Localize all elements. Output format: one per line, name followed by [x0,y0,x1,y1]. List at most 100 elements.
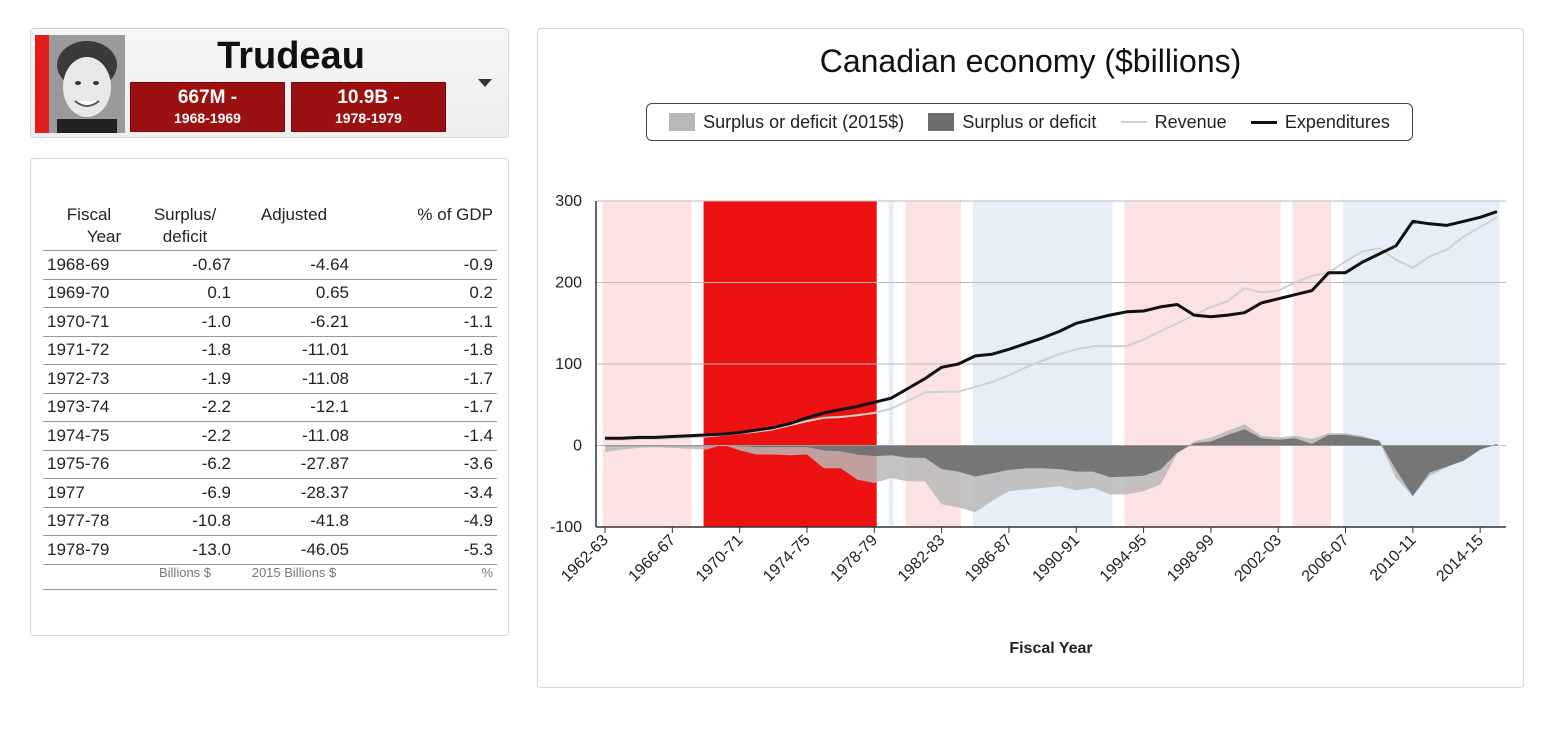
cell-surplus: -1.8 [135,335,235,365]
x-tick-label: 2014-15 [1433,532,1487,586]
cell-gdp: -1.8 [353,335,497,365]
table-row: 1974-75 -2.2 -11.08 -1.4 [43,421,497,450]
col-header-surplus: Surplus/ deficit [135,204,235,251]
units-cell: 2015 Billions $ [235,563,353,590]
x-tick-label: 1982-83 [895,532,949,586]
cell-year: 1968-69 [43,250,135,279]
y-tick-label: 200 [555,275,582,292]
y-tick-label: -100 [550,519,582,536]
cell-gdp: 0.2 [353,278,497,308]
leader-select-dropdown-icon[interactable] [473,73,497,93]
cell-gdp: -3.4 [353,478,497,507]
cell-surplus: -2.2 [135,392,235,422]
header-text: Fiscal [66,205,112,224]
cell-adjusted: -6.21 [235,307,353,336]
x-tick-label: 1970-71 [693,532,747,586]
deficit-table: Fiscal Year Surplus/ deficit Adjusted % … [43,204,497,590]
x-tick-label: 1998-99 [1164,532,1218,586]
legend-item[interactable]: Surplus or deficit [928,112,1096,133]
legend-swatch-expenditures [1250,120,1277,124]
cell-year: 1977 [43,478,135,507]
badge-period: 1978-1979 [335,110,402,126]
cell-year: 1971-72 [43,335,135,365]
cell-surplus: -2.2 [135,421,235,450]
deficit-table-panel: Fiscal Year Surplus/ deficit Adjusted % … [30,158,509,636]
legend-swatch-surplus-2015 [669,113,696,131]
cell-gdp: -1.7 [353,364,497,393]
x-tick-label: 2002-03 [1231,532,1285,586]
table-row: 1968-69 -0.67 -4.64 -0.9 [43,250,497,279]
units-cell [43,563,135,590]
party-stripe [35,35,49,133]
cell-gdp: -4.9 [353,506,497,536]
cell-year: 1969-70 [43,278,135,308]
legend-item[interactable]: Surplus or deficit (2015$) [669,112,904,133]
table-row: 1973-74 -2.2 -12.1 -1.7 [43,392,497,422]
portrait-image [49,35,125,133]
deficit-badge-end: 10.9B - 1978-1979 [291,82,446,132]
cell-gdp: -1.1 [353,307,497,336]
badge-period: 1968-1969 [174,110,241,126]
cell-adjusted: -41.8 [235,506,353,536]
cell-surplus: -1.0 [135,307,235,336]
y-tick-label: 100 [555,356,582,373]
x-tick-label: 1986-87 [962,532,1016,586]
cell-surplus: -6.2 [135,449,235,479]
cell-year: 1970-71 [43,307,135,336]
units-row: Billions $2015 Billions $% [43,563,497,590]
header-text: Year [86,227,122,246]
units-cell: % [353,563,497,590]
x-tick-label: 2010-11 [1367,532,1420,585]
x-tick-label: 2006-07 [1299,532,1353,586]
chart-legend: Surplus or deficit (2015$) Surplus or de… [646,103,1413,141]
legend-item[interactable]: Expenditures [1250,112,1390,133]
table-row: 1975-76 -6.2 -27.87 -3.6 [43,449,497,479]
cell-gdp: -0.9 [353,250,497,279]
cell-year: 1977-78 [43,506,135,536]
cell-adjusted: -11.08 [235,364,353,393]
cell-gdp: -1.7 [353,392,497,422]
table-row: 1977-78 -10.8 -41.8 -4.9 [43,506,497,536]
chart-panel: Canadian economy ($billions) Surplus or … [537,28,1524,688]
cell-gdp: -1.4 [353,421,497,450]
cell-adjusted: 0.65 [235,278,353,308]
cell-adjusted: -46.05 [235,535,353,564]
table-row: 1969-70 0.1 0.65 0.2 [43,278,497,308]
cell-adjusted: -11.08 [235,421,353,450]
y-tick-label: 0 [573,438,582,455]
header-text: deficit [162,227,208,246]
leader-header: Trudeau 667M - 1968-1969 10.9B - 1978-19… [30,28,509,138]
leader-photo [35,35,125,133]
table-row: 1970-71 -1.0 -6.21 -1.1 [43,307,497,336]
legend-label: Revenue [1154,111,1227,132]
table-body: 1968-69 -0.67 -4.64 -0.9 1969-70 0.1 0.65 0.2 19… [43,250,497,590]
x-tick-label: 1994-95 [1097,532,1151,586]
cell-year: 1972-73 [43,364,135,393]
table-row: 1978-79 -13.0 -46.05 -5.3 [43,535,497,564]
table-row: 1972-73 -1.9 -11.08 -1.7 [43,364,497,393]
header-text: Surplus/ [153,205,217,224]
x-tick-label: 1974-75 [760,532,814,586]
chart-title: Canadian economy ($billions) [819,43,1242,79]
cell-adjusted: -28.37 [235,478,353,507]
deficit-badge-start: 667M - 1968-1969 [130,82,285,132]
table-row: 1971-72 -1.8 -11.01 -1.8 [43,335,497,365]
cell-adjusted: -27.87 [235,449,353,479]
cell-gdp: -5.3 [353,535,497,564]
x-tick-label: 1966-67 [626,532,680,586]
col-header-gdp: % of GDP [417,205,493,224]
col-header-adjusted: Adjusted [260,205,328,224]
line-expenditures [605,210,1498,440]
x-tick-label: 1978-79 [828,532,882,586]
legend-swatch-revenue [1120,121,1147,123]
area-surplus [605,429,1497,496]
x-axis-title: Fiscal Year [1009,640,1092,657]
table-row: 1977 -6.9 -28.37 -3.4 [43,478,497,507]
cell-surplus: -13.0 [135,535,235,564]
x-tick-label: 1990-91 [1030,532,1084,586]
legend-label: Surplus or deficit (2015$) [703,111,905,132]
cell-gdp: -3.6 [353,449,497,479]
leader-name: Trudeau [217,35,365,77]
cell-year: 1978-79 [43,535,135,564]
legend-item[interactable]: Revenue [1120,111,1227,133]
